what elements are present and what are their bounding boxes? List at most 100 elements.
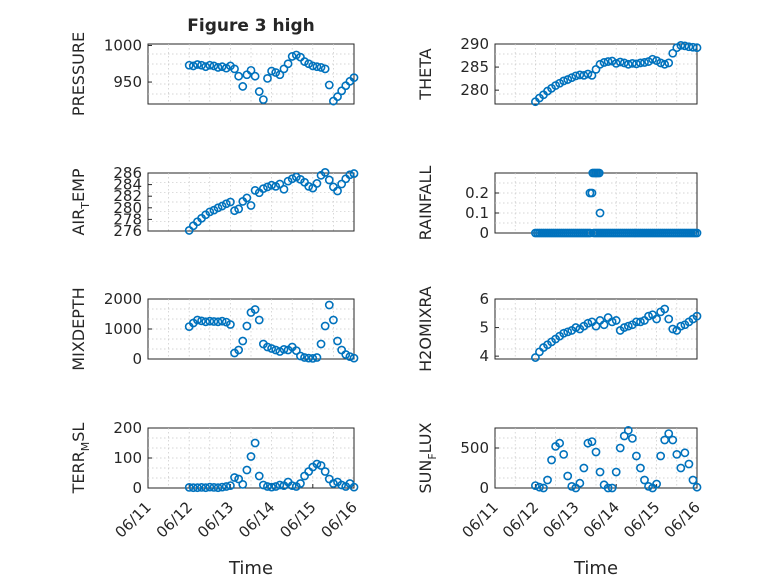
data-point xyxy=(599,58,609,67)
data-point xyxy=(271,345,281,355)
y-tick-label: 100 xyxy=(113,449,142,467)
data-point xyxy=(275,480,285,490)
data-point xyxy=(660,435,670,445)
y-tick-label: 0 xyxy=(479,479,489,497)
data-point xyxy=(184,60,194,70)
data-point xyxy=(230,64,239,74)
x-tick-label: 06/11 xyxy=(112,498,155,541)
x-tick-label: 06/16 xyxy=(318,498,361,541)
data-point xyxy=(197,482,206,492)
data-point xyxy=(201,317,211,327)
data-point xyxy=(660,304,670,314)
data-point xyxy=(583,69,593,79)
data-point xyxy=(258,480,268,490)
data-point xyxy=(676,40,686,50)
data-point xyxy=(571,71,581,81)
data-point xyxy=(328,479,338,488)
data-point xyxy=(676,321,686,331)
data-point xyxy=(632,59,641,69)
y-tick-label: 278 xyxy=(113,210,142,228)
y-tick-label: 0.1 xyxy=(465,204,489,222)
subplot-6: 4 5 6 H2OMIXRA xyxy=(416,286,702,372)
data-point xyxy=(197,316,206,326)
data-point xyxy=(345,170,355,180)
data-point xyxy=(193,60,202,69)
data-point xyxy=(246,452,256,461)
data-point xyxy=(594,168,604,178)
data-point xyxy=(611,467,621,477)
data-point xyxy=(640,475,649,485)
data-point xyxy=(349,73,359,83)
data-point xyxy=(611,316,621,325)
data-point xyxy=(636,463,645,473)
data-point xyxy=(664,429,674,438)
data-point xyxy=(636,58,645,68)
y-tick-label: 286 xyxy=(113,164,142,182)
data-point xyxy=(263,73,272,83)
data-point xyxy=(221,199,231,209)
data-point xyxy=(349,482,359,492)
data-point xyxy=(672,449,682,459)
data-point xyxy=(611,58,621,68)
data-point xyxy=(636,317,645,327)
data-point xyxy=(591,321,601,331)
data-point xyxy=(234,474,244,484)
data-point xyxy=(250,71,260,81)
data-point xyxy=(296,351,305,361)
data-point xyxy=(547,455,556,465)
data-point xyxy=(234,345,244,355)
data-point xyxy=(271,482,281,491)
subplot-1: 950 1000 PRESSURE xyxy=(69,32,359,116)
data-point xyxy=(607,483,617,493)
data-point xyxy=(184,482,194,492)
axes-box xyxy=(147,427,355,489)
data-point xyxy=(627,58,637,68)
data-point xyxy=(660,59,670,69)
data-point xyxy=(308,353,318,363)
data-point xyxy=(632,451,641,461)
data-point xyxy=(312,62,322,72)
data-point xyxy=(333,186,342,196)
data-point xyxy=(591,447,601,457)
y-tick-label: 285 xyxy=(460,58,489,76)
data-point xyxy=(692,228,702,238)
data-point xyxy=(213,63,223,72)
subplot-2: 280 285 290 THETA xyxy=(416,35,702,107)
data-point xyxy=(664,314,674,324)
data-point xyxy=(205,60,215,70)
data-point xyxy=(217,482,227,492)
y-tick-label: 276 xyxy=(113,222,142,240)
data-point xyxy=(217,62,227,72)
data-point xyxy=(684,459,694,469)
x-tick-label: 06/13 xyxy=(539,498,582,541)
x-tick-label: 06/14 xyxy=(580,498,623,541)
data-point xyxy=(640,58,649,67)
y-tick-label: 200 xyxy=(113,419,142,437)
data-point xyxy=(656,451,666,461)
data-point xyxy=(242,321,252,331)
data-point xyxy=(308,61,318,71)
data-point xyxy=(312,459,322,469)
data-point xyxy=(587,70,597,80)
data-point xyxy=(213,317,223,327)
data-point xyxy=(648,54,657,64)
data-point xyxy=(312,179,322,188)
data-point xyxy=(300,353,309,362)
y-axis-label: PRESSURE xyxy=(69,32,88,116)
data-point xyxy=(680,448,690,458)
data-point xyxy=(599,320,609,330)
data-point xyxy=(283,59,293,69)
data-point xyxy=(559,328,569,338)
data-point xyxy=(254,471,264,481)
data-point xyxy=(684,42,694,52)
data-point xyxy=(230,206,239,216)
data-point xyxy=(627,433,637,443)
data-point xyxy=(676,463,686,473)
data-point xyxy=(539,483,548,493)
data-point xyxy=(263,342,272,352)
data-point xyxy=(575,478,585,488)
data-point xyxy=(254,87,264,96)
x-axis-label: Time xyxy=(228,558,273,579)
